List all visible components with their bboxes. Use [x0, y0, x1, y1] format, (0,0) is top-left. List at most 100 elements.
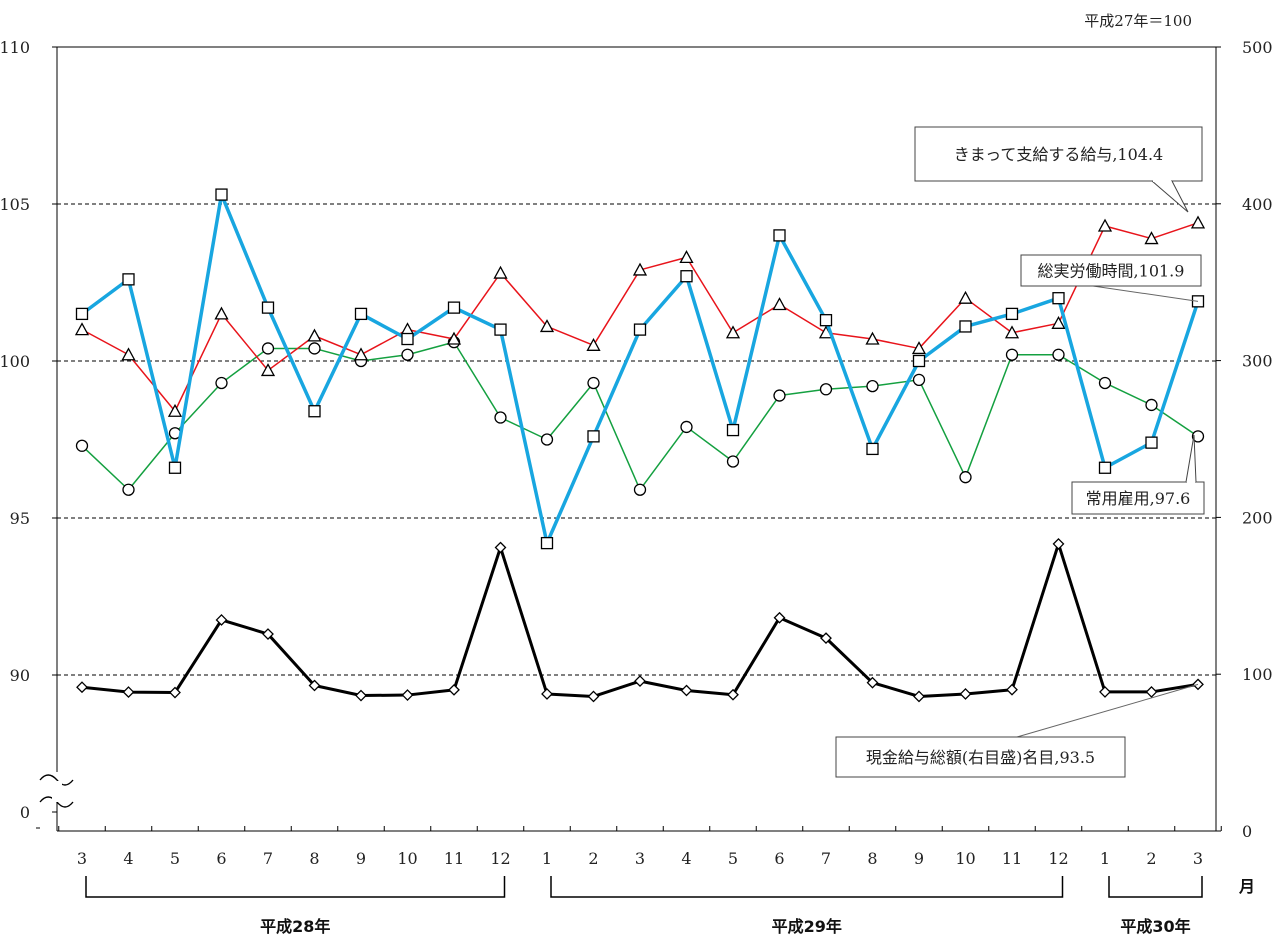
year-label: 平成30年: [1120, 917, 1190, 936]
x-tick-label: 10: [397, 849, 417, 868]
x-tick-label: 7: [263, 849, 273, 868]
right-tick-label: 100: [1242, 665, 1273, 684]
data-point-teiki: [1004, 325, 1020, 339]
axes: [39, 46, 1217, 832]
data-point-teiki: [772, 297, 787, 311]
data-point-rodo: [633, 323, 647, 336]
data-point-genkin: [1145, 685, 1158, 698]
x-tick-label: 1: [542, 849, 552, 868]
data-point-koyo: [819, 383, 833, 396]
right-tick-label: 300: [1242, 352, 1273, 371]
data-point-rodo: [122, 273, 135, 286]
x-axis-ticks: 3 4 5 6 7 8 9 10 11 12 1 2 3 4 5 6 7 8 9 10 11 12 1 2 3: [58, 826, 1222, 868]
data-point-koyo: [773, 389, 786, 402]
series-line-teiki: [81, 222, 1199, 412]
data-point-koyo: [680, 420, 693, 434]
data-point-genkin: [727, 688, 739, 701]
month-unit-label: 月: [1238, 877, 1255, 896]
data-point-rodo: [819, 314, 833, 327]
left-tick-label: 110: [0, 38, 30, 57]
data-point-teiki: [493, 265, 508, 279]
data-point-rodo: [680, 270, 693, 283]
data-point-koyo: [912, 373, 926, 386]
data-point-rodo: [726, 423, 740, 437]
data-point-genkin: [541, 688, 553, 700]
callout-box: [835, 736, 1126, 778]
data-point-genkin: [355, 689, 367, 702]
data-point-teiki: [1144, 231, 1159, 245]
data-point-teiki: [353, 347, 369, 361]
left-tick-label: 100: [0, 352, 30, 371]
data-point-koyo: [633, 483, 647, 496]
data-point-genkin: [448, 683, 460, 696]
x-tick-label: 12: [490, 849, 510, 868]
x-tick-label: 2: [1146, 849, 1156, 868]
year-bracket: [1108, 876, 1203, 898]
data-point-koyo: [1052, 348, 1065, 361]
data-point-teiki: [725, 325, 741, 339]
x-tick-label: 3: [77, 849, 87, 868]
data-point-koyo: [866, 379, 879, 393]
data-point-koyo: [401, 348, 414, 361]
year-bracket: [550, 876, 1064, 898]
callout-box: [1071, 481, 1205, 515]
x-tick-label: 11: [444, 849, 464, 868]
left-tick-label: 105: [0, 195, 30, 214]
left-tick-label: 95: [10, 509, 30, 528]
data-point-teiki: [446, 331, 462, 345]
series-layer: [74, 188, 1206, 703]
data-point-teiki: [958, 290, 973, 304]
data-point-genkin: [680, 684, 693, 697]
data-point-koyo: [726, 455, 740, 468]
data-point-rodo: [540, 536, 554, 550]
data-point-rodo: [1005, 307, 1019, 321]
data-point-genkin: [1099, 685, 1111, 698]
data-point-rodo: [308, 405, 321, 418]
series-line-koyo: [81, 341, 1199, 491]
data-point-genkin: [262, 628, 274, 640]
base-note: 平成27年＝100: [1084, 12, 1192, 30]
data-point-teiki: [74, 322, 90, 336]
x-tick-label: 2: [588, 849, 598, 868]
data-point-genkin: [215, 614, 228, 626]
x-tick-label: 5: [728, 849, 738, 868]
x-tick-label: 6: [216, 849, 226, 868]
callout-layer: きまって支給する給与,104.4 総実労働時間,101.9 常用雇用,97.6 現金給…: [835, 126, 1205, 778]
data-point-genkin: [76, 681, 88, 694]
data-point-genkin: [494, 541, 507, 554]
data-point-genkin: [866, 676, 879, 689]
data-point-koyo: [1145, 398, 1158, 412]
year-label: 平成28年: [260, 917, 330, 936]
data-point-teiki: [121, 347, 136, 361]
data-point-genkin: [959, 688, 972, 700]
callout-box: [914, 126, 1203, 182]
data-point-rodo: [354, 307, 368, 321]
data-point-teiki: [167, 403, 183, 417]
data-point-genkin: [820, 632, 832, 645]
right-tick-label: 500: [1242, 38, 1273, 57]
x-tick-label: 3: [1193, 849, 1203, 868]
x-tick-label: 5: [170, 849, 180, 868]
series-line-genkin: [81, 542, 1199, 698]
data-point-rodo: [75, 307, 89, 321]
data-point-genkin: [587, 690, 600, 703]
data-point-genkin: [634, 675, 646, 688]
callout-label: 常用雇用,97.6: [1086, 489, 1191, 508]
x-tick-label: 12: [1048, 849, 1068, 868]
data-point-koyo: [122, 483, 135, 496]
data-point-genkin: [1006, 683, 1018, 696]
x-tick-label: 1: [1100, 849, 1110, 868]
data-point-genkin: [1052, 537, 1065, 550]
data-point-teiki: [1097, 218, 1113, 232]
data-point-koyo: [494, 411, 507, 424]
x-tick-label: 8: [309, 849, 319, 868]
x-tick-label: 10: [955, 849, 975, 868]
callout-label: 現金給与総額(右目盛)名目,93.5: [866, 748, 1095, 767]
data-point-genkin: [913, 690, 925, 703]
x-tick-label: 7: [821, 849, 831, 868]
data-point-teiki: [539, 319, 555, 333]
x-tick-label: 8: [867, 849, 877, 868]
data-point-teiki: [260, 363, 276, 377]
data-point-koyo: [1005, 348, 1019, 361]
